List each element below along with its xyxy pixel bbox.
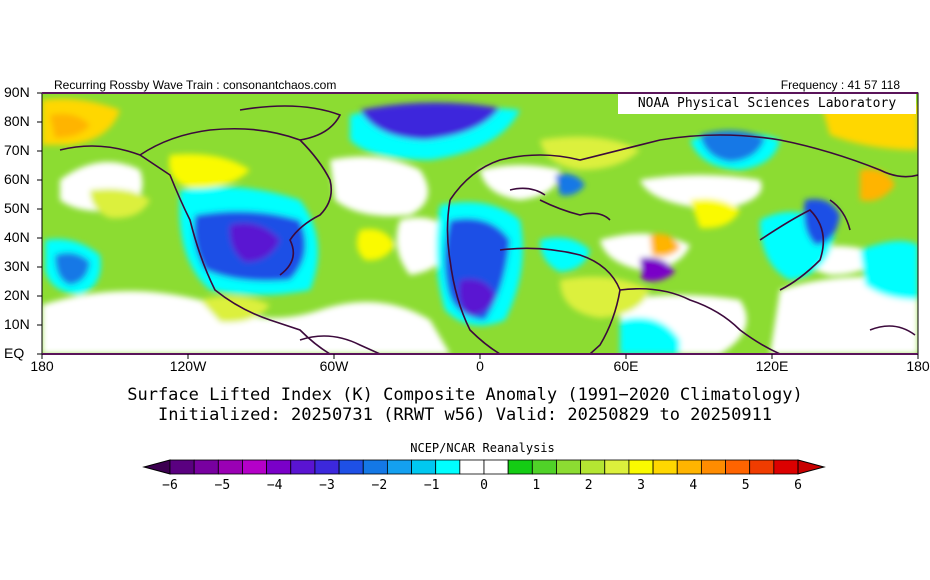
colorbar-swatch [314,459,340,475]
lat-label: 20N [4,287,30,303]
colorbar-swatch [242,459,268,475]
coastlines [59,105,918,354]
colorbar-swatch [507,459,533,475]
colorbar-swatch [411,459,437,475]
lat-label: 90N [4,84,30,100]
colorbar-tick-label: 1 [532,478,541,493]
lon-label: 60E [613,358,639,374]
colorbar-tick-label: −3 [319,478,335,493]
colorbar-swatch [749,459,775,475]
lon-label: 180 [906,358,930,374]
lon-label: 60W [319,358,349,374]
lat-label: 60N [4,171,30,187]
colorbar-swatch [773,459,799,475]
lat-label: 10N [4,316,30,332]
header-frequency-text: Frequency : 41 57 118 [780,78,900,92]
lat-label: 80N [4,113,30,129]
colorbar-tick-label: 0 [480,478,488,493]
colorbar-tick-label: −5 [214,478,231,493]
lab-label: NOAA Physical Sciences Laboratory [618,94,916,114]
anomaly-field [42,93,918,354]
colorbar-tick-label: −2 [371,478,388,493]
colorbar-swatch [483,459,509,475]
lon-label: 0 [476,358,484,374]
lat-label: 40N [4,229,30,245]
colorbar-swatch [435,459,461,475]
colorbar-swatch [338,459,364,475]
colorbar-swatch [700,459,726,475]
colorbar-swatch [604,459,630,475]
colorbar-swatch [362,459,388,475]
colorbar-swatch [169,459,195,475]
title-line-2: Initialized: 20250731 (RRWT w56) Valid: … [157,405,773,425]
colorbar-tick-label: 2 [584,478,593,493]
colorbar-swatch [386,459,412,475]
lon-label: 120W [169,358,207,374]
colorbar-swatch [266,459,292,475]
colorbar-swatch [652,459,678,475]
lat-label: 50N [4,200,30,216]
colorbar-swatch [193,459,219,475]
colorbar-tick-label: 4 [689,478,698,493]
colorbar-tick-label: −6 [162,478,178,493]
colorbar-swatch [725,459,751,475]
colorbar-under-arrow [142,459,171,475]
colorbar-tick-label: 3 [637,478,645,493]
lat-label: 30N [4,258,30,274]
axis-ticks [37,92,919,359]
colorbar-tick-label: 6 [794,478,802,493]
colorbar-over-arrow [797,459,826,475]
colorbar-swatch [580,459,606,475]
colorbar-title: NCEP/NCAR Reanalysis [410,441,555,455]
lat-label: EQ [4,345,25,361]
title-line-1: Surface Lifted Index (K) Composite Anoma… [127,385,803,405]
colorbar-tick-label: −1 [423,478,440,493]
colorbar-swatch [217,459,243,475]
colorbar-tick-label: 5 [741,478,750,493]
colorbar-swatch [459,459,485,475]
colorbar-swatch [628,459,654,475]
colorbar-tick-label: −4 [266,478,283,493]
lon-label: 120E [755,358,789,374]
colorbar-swatch [290,459,316,475]
colorbar-swatch [676,459,702,475]
lon-label: 180 [30,358,54,374]
colorbar-swatch [556,459,582,475]
lat-label: 70N [4,142,30,158]
colorbar-swatch [531,459,557,475]
header-left-text: Recurring Rossby Wave Train : consonantc… [54,78,337,92]
